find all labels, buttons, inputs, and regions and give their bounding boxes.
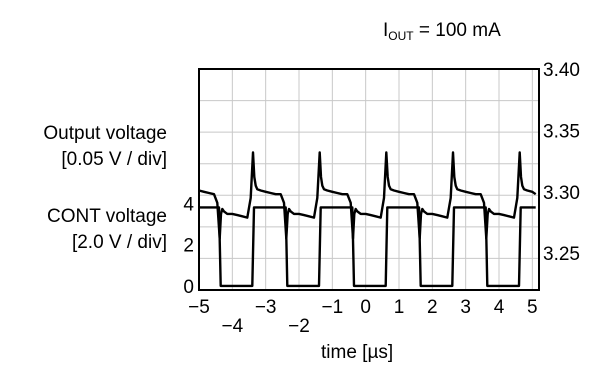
x-tick-label: 3 <box>460 297 471 318</box>
x-tick-label: −2 <box>288 316 310 337</box>
plot-frame <box>198 68 540 291</box>
x-axis-label: time [µs] <box>321 342 394 363</box>
x-tick-label: 0 <box>360 297 371 318</box>
traces <box>198 151 537 288</box>
left-tick-label: 2 <box>183 236 194 257</box>
right-tick-label: 3.25 <box>543 244 580 265</box>
x-tick-label: −5 <box>188 297 210 318</box>
cont-voltage-label: CONT voltage <box>46 206 167 227</box>
x-tick-label: 5 <box>527 297 538 318</box>
left-tick-label: 4 <box>183 194 194 215</box>
x-tick-label: 1 <box>394 297 405 318</box>
right-tick-label: 3.40 <box>543 60 580 81</box>
x-ticks: −5 −4 −3 −2 −1 0 1 2 3 4 5 <box>188 297 537 337</box>
left-tick-label: 0 <box>183 277 194 298</box>
output-voltage-scale: [0.05 V / div] <box>61 149 167 170</box>
x-tick-label: 4 <box>494 297 505 318</box>
right-ticks: 3.40 3.35 3.30 3.25 <box>543 60 580 265</box>
x-tick-label: −3 <box>255 297 277 318</box>
right-tick-label: 3.35 <box>543 121 580 142</box>
right-tick-label: 3.30 <box>543 183 580 204</box>
iout-annotation: IOUT = 100 mA <box>383 20 501 43</box>
output-voltage-label: Output voltage <box>43 123 167 144</box>
cont-voltage-trace <box>199 206 536 288</box>
x-tick-label: −4 <box>221 316 243 337</box>
output-voltage-trace <box>198 151 537 240</box>
cont-voltage-scale: [2.0 V / div] <box>71 232 167 253</box>
grid <box>199 69 539 290</box>
x-tick-label: −1 <box>321 297 343 318</box>
left-ticks: 4 2 0 <box>183 194 194 298</box>
x-tick-label: 2 <box>427 297 438 318</box>
